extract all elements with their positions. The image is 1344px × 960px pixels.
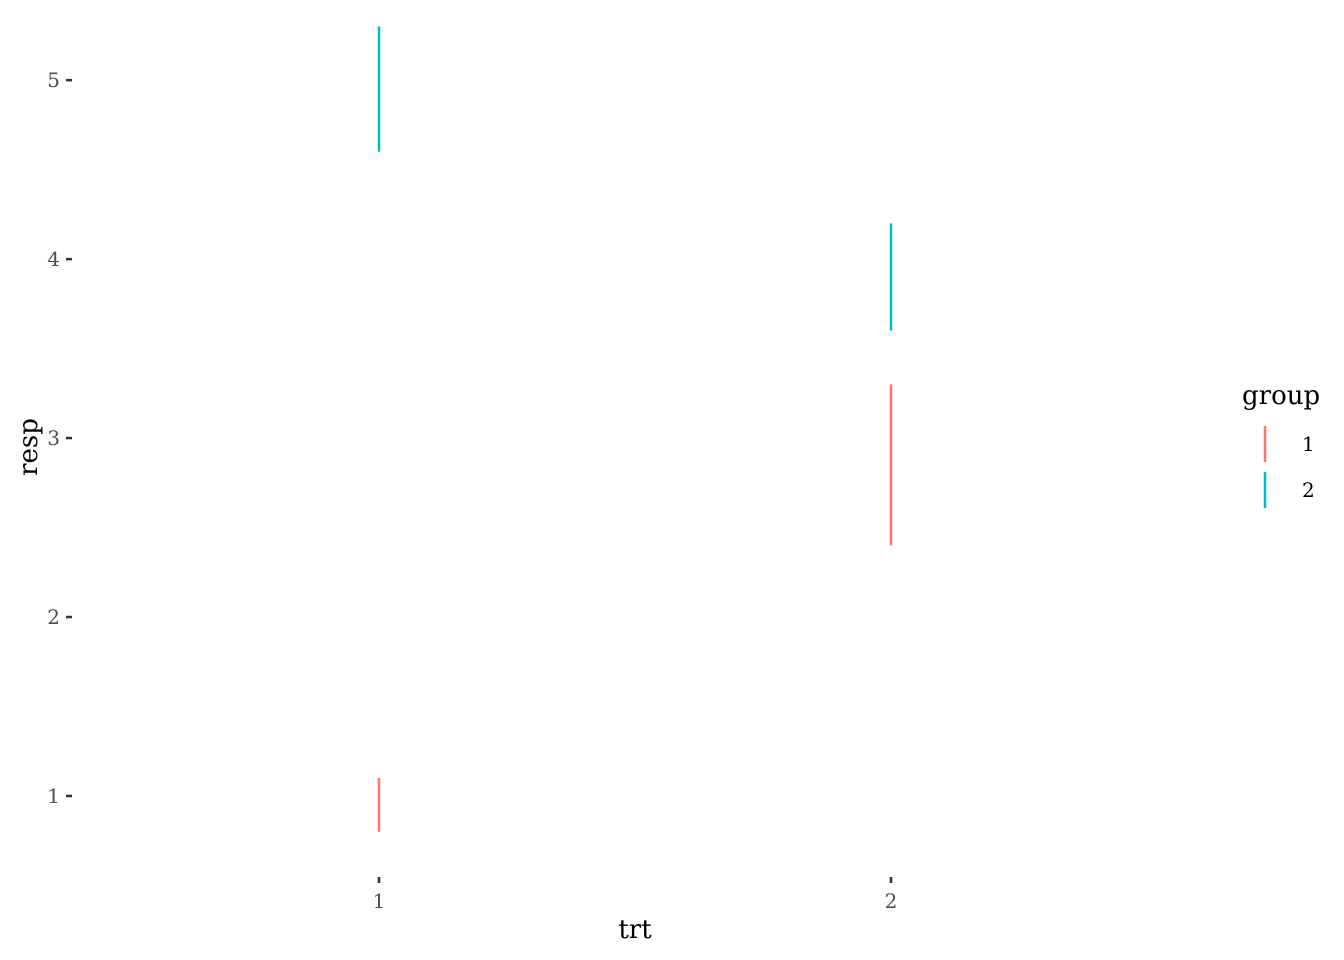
y-axis-title: resp [14,418,44,476]
y-tick-label-4: 4 [47,247,60,271]
legend-label-2: 2 [1302,478,1315,502]
legend: group 1 2 [1242,381,1320,508]
y-tick-label-5: 5 [47,68,60,92]
legend-label-1: 1 [1302,432,1315,456]
errorbars [377,26,893,832]
x-tick-label-2: 2 [885,889,898,913]
x-tick-label-1: 1 [373,889,386,913]
y-tick-label-2: 2 [47,605,60,629]
y-axis: 1 2 3 4 5 [47,68,72,808]
x-axis-title: trt [618,915,652,945]
y-tick-label-1: 1 [47,784,60,808]
y-tick-label-3: 3 [47,426,60,450]
legend-title: group [1242,381,1320,411]
